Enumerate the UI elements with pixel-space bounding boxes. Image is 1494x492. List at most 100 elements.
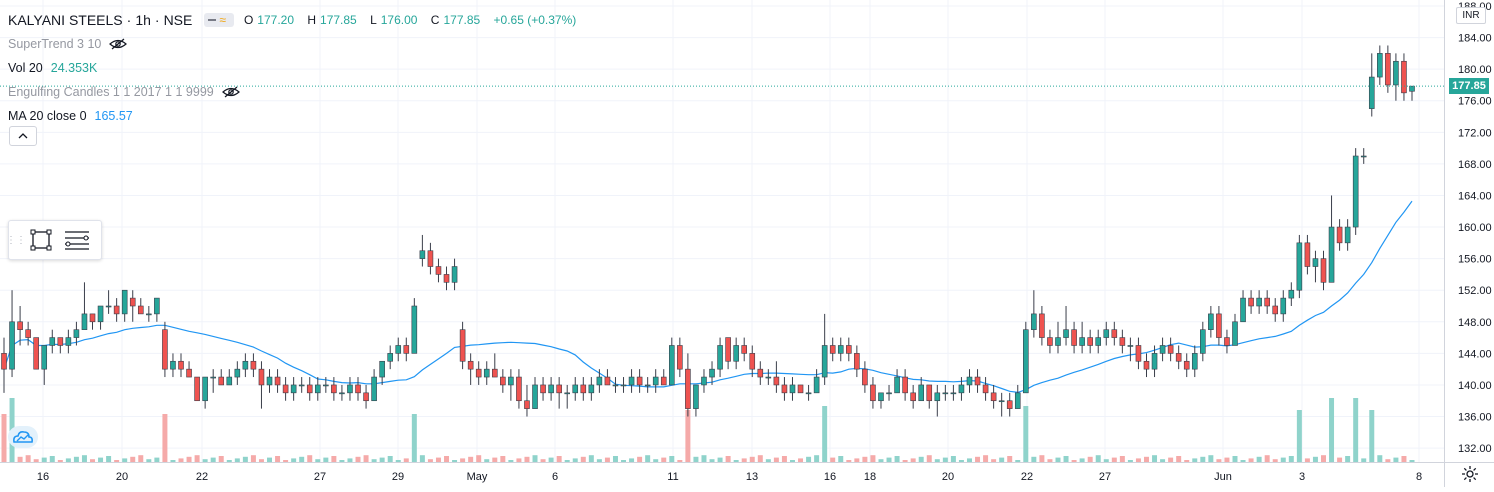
candle[interactable] <box>781 377 788 401</box>
candle[interactable] <box>113 298 120 322</box>
candle[interactable] <box>1063 306 1069 346</box>
candle[interactable] <box>97 305 104 330</box>
candle[interactable] <box>1103 321 1110 346</box>
candle[interactable] <box>1111 321 1118 346</box>
candle[interactable] <box>982 377 989 401</box>
candle[interactable] <box>1280 290 1287 322</box>
candle[interactable] <box>854 345 860 378</box>
candle[interactable] <box>137 298 144 315</box>
candle[interactable] <box>202 376 208 409</box>
candle[interactable] <box>628 369 635 393</box>
interval-label[interactable]: 1h <box>135 12 151 28</box>
candle[interactable] <box>1119 329 1126 354</box>
candle[interactable] <box>1352 148 1359 235</box>
candle[interactable] <box>789 377 796 401</box>
candle[interactable] <box>524 384 530 417</box>
candle[interactable] <box>773 361 780 393</box>
candle[interactable] <box>1047 329 1053 354</box>
candle[interactable] <box>1079 321 1085 354</box>
candle[interactable] <box>419 234 426 267</box>
candle[interactable] <box>1095 329 1102 354</box>
currency-label[interactable]: INR <box>1456 7 1486 24</box>
candle[interactable] <box>298 377 305 393</box>
candle[interactable] <box>403 337 410 362</box>
candle[interactable] <box>154 297 160 322</box>
candle[interactable] <box>693 384 699 417</box>
candle[interactable] <box>1296 234 1303 299</box>
candle[interactable] <box>451 258 458 291</box>
eye-off-icon[interactable] <box>221 86 240 98</box>
candle[interactable] <box>870 377 876 409</box>
candle[interactable] <box>1191 345 1198 378</box>
candle[interactable] <box>443 266 450 291</box>
candle[interactable] <box>371 369 377 402</box>
candle[interactable] <box>966 369 973 393</box>
candle[interactable] <box>588 377 595 401</box>
collapse-legend-button[interactable] <box>9 126 37 146</box>
candle[interactable] <box>1248 290 1254 314</box>
candle[interactable] <box>1272 298 1279 322</box>
candle[interactable] <box>491 353 498 378</box>
candle[interactable] <box>878 392 884 409</box>
candle[interactable] <box>500 369 506 393</box>
candle[interactable] <box>1151 345 1158 378</box>
candle[interactable] <box>73 321 80 346</box>
candle[interactable] <box>717 337 723 378</box>
candle[interactable] <box>1344 219 1351 251</box>
candle[interactable] <box>355 377 361 401</box>
candle[interactable] <box>331 377 337 401</box>
candle[interactable] <box>910 384 916 409</box>
candle[interactable] <box>266 369 273 393</box>
candle[interactable] <box>926 384 933 409</box>
candle[interactable] <box>685 353 691 417</box>
candle[interactable] <box>652 369 659 393</box>
candle[interactable] <box>242 353 249 378</box>
candle[interactable] <box>274 369 281 393</box>
candle[interactable] <box>829 337 836 362</box>
candle[interactable] <box>210 369 216 393</box>
candle[interactable] <box>950 384 957 401</box>
candle[interactable] <box>306 377 313 401</box>
candle[interactable] <box>1312 250 1319 283</box>
candle[interactable] <box>178 353 184 378</box>
candle[interactable] <box>532 377 538 409</box>
candle[interactable] <box>709 361 715 385</box>
candle[interactable] <box>483 361 490 385</box>
candle[interactable] <box>1006 392 1013 417</box>
candle[interactable] <box>1288 282 1295 306</box>
candle[interactable] <box>89 313 96 330</box>
candle[interactable] <box>467 353 474 385</box>
candle[interactable] <box>660 369 667 386</box>
candle[interactable] <box>1183 353 1190 378</box>
candle[interactable] <box>749 345 756 378</box>
candle[interactable] <box>65 329 72 354</box>
candle[interactable] <box>1071 321 1077 354</box>
candle[interactable] <box>9 290 15 378</box>
candle[interactable] <box>725 337 731 370</box>
candle[interactable] <box>918 377 925 402</box>
candle[interactable] <box>1055 321 1061 354</box>
candle[interactable] <box>508 369 514 401</box>
candle[interactable] <box>1320 250 1327 291</box>
candle[interactable] <box>1360 148 1367 164</box>
candle[interactable] <box>81 282 88 330</box>
candle[interactable] <box>862 361 868 393</box>
rectangle-tool-button[interactable] <box>23 222 59 258</box>
drag-handle[interactable]: ⋮⋮ <box>6 234 26 246</box>
candle[interactable] <box>57 337 64 354</box>
candle[interactable] <box>33 337 39 370</box>
candle[interactable] <box>41 345 48 385</box>
candle[interactable] <box>821 313 828 385</box>
candle[interactable] <box>902 369 908 401</box>
candle[interactable] <box>1385 45 1391 93</box>
candle[interactable] <box>290 377 297 401</box>
indicator-volume[interactable]: Vol 20 24.353K <box>8 56 584 80</box>
candle[interactable] <box>1216 306 1222 346</box>
candle[interactable] <box>1368 53 1375 117</box>
candle[interactable] <box>1377 45 1383 85</box>
candle[interactable] <box>459 321 466 370</box>
candle[interactable] <box>25 321 31 346</box>
candle[interactable] <box>121 289 128 322</box>
candle[interactable] <box>1127 337 1134 362</box>
candle[interactable] <box>387 345 393 370</box>
